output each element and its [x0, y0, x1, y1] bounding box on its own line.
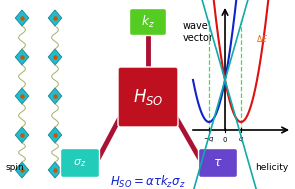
Text: $\tau$: $\tau$ [213, 156, 223, 170]
Text: $\Delta E$: $\Delta E$ [256, 33, 268, 43]
FancyBboxPatch shape [60, 149, 99, 177]
Text: helicity: helicity [255, 163, 288, 171]
Polygon shape [48, 10, 62, 26]
Text: $q$: $q$ [238, 135, 244, 144]
FancyBboxPatch shape [118, 67, 178, 127]
Text: $k_z$: $k_z$ [141, 14, 155, 30]
Text: $H_{SO}$: $H_{SO}$ [133, 87, 163, 107]
Polygon shape [15, 162, 29, 178]
Polygon shape [15, 88, 29, 104]
FancyBboxPatch shape [130, 9, 166, 36]
Text: wave
vector: wave vector [183, 21, 214, 43]
Text: $-q$: $-q$ [203, 135, 215, 144]
Polygon shape [15, 49, 29, 65]
Text: $\sigma_z$: $\sigma_z$ [73, 157, 87, 169]
Polygon shape [48, 162, 62, 178]
Text: $E$: $E$ [218, 0, 226, 2]
Polygon shape [48, 127, 62, 143]
Polygon shape [48, 49, 62, 65]
Text: spin: spin [6, 163, 25, 171]
Polygon shape [15, 127, 29, 143]
Polygon shape [48, 88, 62, 104]
Polygon shape [15, 10, 29, 26]
Text: $H_{SO} = \alpha\tau k_z\sigma_z$: $H_{SO} = \alpha\tau k_z\sigma_z$ [110, 174, 186, 189]
Text: $0$: $0$ [222, 135, 228, 144]
FancyBboxPatch shape [199, 149, 237, 177]
